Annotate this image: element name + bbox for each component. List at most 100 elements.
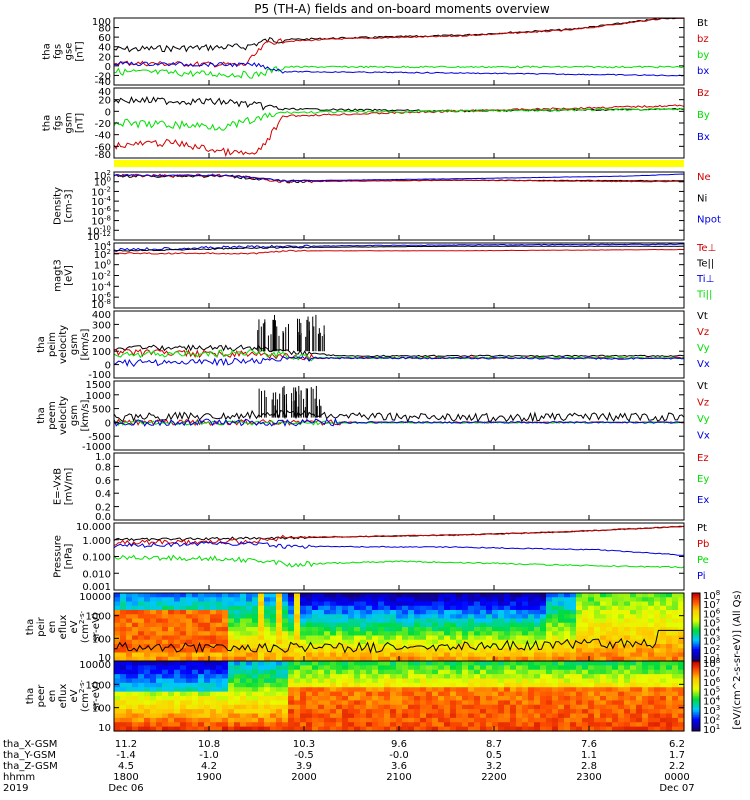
orbit-value: 3.9 bbox=[296, 761, 312, 772]
orbit-value: 1800 bbox=[113, 772, 138, 783]
orbit-value: 9.6 bbox=[391, 739, 407, 750]
ylabel-line: eV bbox=[69, 620, 80, 633]
ytick-label: 0.100 bbox=[82, 553, 111, 564]
ytick-label: 300 bbox=[92, 320, 111, 331]
orbit-value: 2100 bbox=[386, 772, 411, 783]
ytick-label: -20 bbox=[95, 71, 111, 82]
legend-Pb: Pb bbox=[697, 539, 709, 550]
ylabel-peer-spec: tha peer en eflux eV (cm2-s-sr-eV) bbox=[25, 679, 102, 712]
colorbar-tick: 108 bbox=[703, 589, 720, 602]
ylabel-line: en bbox=[47, 621, 58, 634]
trace-fgs-gse-2 bbox=[113, 65, 685, 79]
ylabel-line: tha bbox=[25, 688, 36, 704]
ytick-label: -20 bbox=[95, 119, 111, 130]
orbit-label: hhmm bbox=[3, 772, 35, 783]
colorbar-tick: 101 bbox=[703, 653, 720, 666]
colorbar-tick: 103 bbox=[703, 635, 720, 648]
trace-peim-vel-3 bbox=[113, 356, 685, 368]
orbit-value: 8.7 bbox=[486, 739, 502, 750]
legend-Vt: Vt bbox=[697, 311, 708, 322]
ytick-label: 200 bbox=[92, 334, 111, 345]
legend-Te⊥: Te⊥ bbox=[696, 243, 716, 254]
orbit-value: -1.4 bbox=[116, 750, 136, 761]
panel-frame bbox=[113, 310, 685, 379]
ylabel-line: tha bbox=[42, 115, 53, 131]
ytick-label: 0.6 bbox=[95, 476, 111, 487]
ytick-label: 10-6 bbox=[91, 205, 111, 218]
scpot-line bbox=[113, 629, 684, 654]
panel-peer-spec: 10000 1000 100 10 tha peer en eflux eV (cm2-s-sr-… bbox=[25, 660, 685, 734]
ylabel-line: gsm bbox=[69, 405, 80, 426]
ylabel-line: (cm2-s- bbox=[78, 610, 91, 643]
ylabel-line: Pressure bbox=[53, 535, 64, 578]
colorbar-tick: 104 bbox=[703, 626, 721, 639]
ytick-label: 1000 bbox=[86, 612, 111, 623]
ytick-label: 0.8 bbox=[95, 462, 111, 473]
ylabel-line: eV bbox=[69, 689, 80, 702]
ylabel-peim-vel: tha peim velocity gsm [km/s] bbox=[36, 325, 91, 364]
legend-Ni: Ni bbox=[697, 193, 707, 204]
trace-pressure-1 bbox=[113, 525, 685, 546]
ytick-label: -40 bbox=[95, 131, 111, 142]
orbit-value: 2200 bbox=[481, 772, 506, 783]
orbit-value: 4.2 bbox=[201, 761, 217, 772]
ytick-label: 20 bbox=[98, 52, 111, 63]
orbit-value: -0.0 bbox=[389, 750, 409, 761]
ytick-label: 1000 bbox=[86, 391, 111, 402]
trace-temp-2 bbox=[113, 248, 684, 255]
ytick-label: 100 bbox=[94, 259, 111, 272]
orbit-value: 0.5 bbox=[486, 750, 502, 761]
ytick-label: 0 bbox=[105, 418, 111, 429]
legend-Pt: Pt bbox=[697, 523, 707, 534]
orbit-value: 2000 bbox=[291, 772, 316, 783]
legend-Vz: Vz bbox=[697, 397, 709, 408]
colorbar-tick: 102 bbox=[703, 714, 720, 727]
ytick-label: 10.000 bbox=[76, 522, 111, 533]
ytick-label: 104 bbox=[94, 240, 112, 253]
ytick-label: 400 bbox=[92, 310, 111, 321]
trace-pressure-3 bbox=[113, 554, 685, 569]
legend-Te||: Te|| bbox=[696, 258, 714, 269]
ylabel-line: [nT] bbox=[75, 113, 86, 133]
orbit-value: 1.7 bbox=[669, 750, 685, 761]
ytick-label: 10-6 bbox=[91, 291, 111, 304]
ytick-label: 10000 bbox=[79, 660, 111, 671]
panel-frame bbox=[113, 380, 685, 451]
legend-Bt: Bt bbox=[697, 18, 708, 29]
trace-fgs-gsm-0 bbox=[113, 95, 685, 113]
ylabel-line: eflux bbox=[58, 615, 69, 640]
ylabel-line: gsm bbox=[64, 112, 75, 133]
ytick-label: 102 bbox=[94, 169, 111, 182]
orbit-value: Dec 06 bbox=[108, 783, 143, 794]
ytick-label: -60 bbox=[95, 142, 111, 153]
ytick-label: 10 bbox=[98, 653, 111, 664]
ylabel-line: peim bbox=[47, 332, 58, 357]
legend-Ti⊥: Ti⊥ bbox=[696, 274, 714, 285]
ytick-label: 0.2 bbox=[95, 503, 111, 514]
panel-frame bbox=[113, 452, 685, 521]
ylabel-line: sr-eV) bbox=[91, 612, 102, 641]
ylabel-peir-spec: tha peir en eflux eV (cm2-s-sr-eV) bbox=[25, 610, 102, 643]
ytick-label: 10-4 bbox=[91, 280, 111, 293]
ylabel-line: peer bbox=[36, 684, 47, 708]
orbit-value: 1900 bbox=[196, 772, 221, 783]
legend-Ez: Ez bbox=[697, 453, 709, 464]
trace-temp-0 bbox=[113, 243, 684, 251]
orbit-value: 11.2 bbox=[115, 739, 137, 750]
ylabel-line: tha bbox=[36, 407, 47, 423]
ytick-label: 40 bbox=[98, 43, 111, 54]
legend-Npot: Npot bbox=[697, 215, 721, 226]
ylabel-efield: E=-VxB [mV/m] bbox=[53, 468, 75, 506]
ylabel-line: gse bbox=[64, 43, 75, 61]
legend-Vx: Vx bbox=[697, 359, 710, 370]
trace-pressure-2 bbox=[113, 541, 685, 556]
ylabel-line: en bbox=[47, 690, 58, 703]
colorbar-tick: 105 bbox=[703, 616, 720, 629]
ylabel-line: [eV] bbox=[64, 265, 75, 286]
